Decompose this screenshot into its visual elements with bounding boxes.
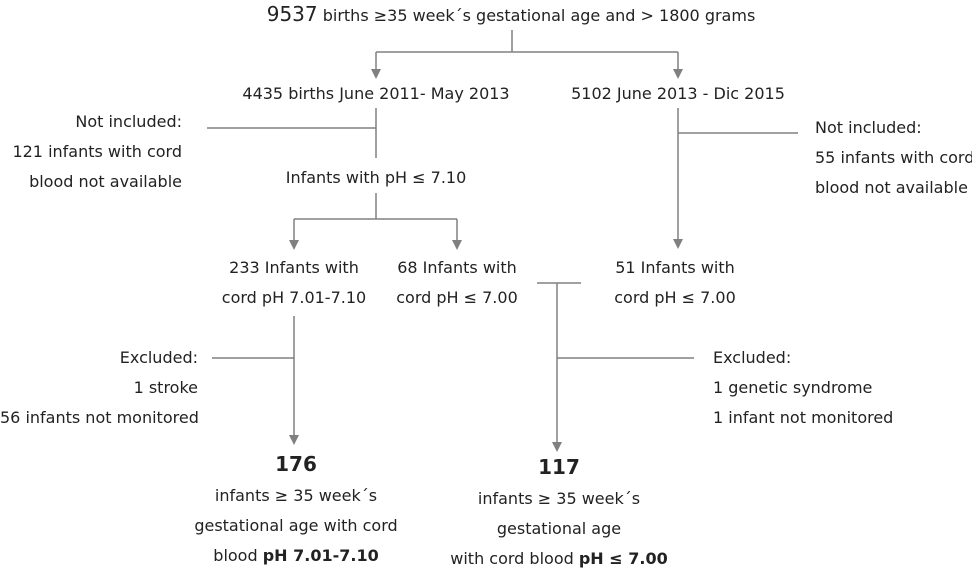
left-filter: Infants with pH ≤ 7.10 xyxy=(285,168,467,187)
result-left-line-3: blood pH 7.01-7.10 xyxy=(184,541,408,571)
result-right-line-2: gestational age xyxy=(496,519,622,538)
result-left: 176 infants ≥ 35 week´s gestational age … xyxy=(184,447,408,571)
right-not-included-heading: Not included: xyxy=(815,118,922,137)
right-excluded-heading: Excluded: xyxy=(713,348,792,367)
left-excluded-line-2: 56 infants not monitored xyxy=(0,408,199,427)
left-branch-title: 4435 births June 2011- May 2013 xyxy=(242,84,510,103)
result-left-line-3-text: blood xyxy=(213,546,263,565)
right-not-included-line-2: blood not available xyxy=(815,178,968,197)
group-a-line-2: cord pH 7.01-7.10 xyxy=(221,288,367,307)
result-left-line-1: infants ≥ 35 week´s xyxy=(214,486,378,505)
result-right: 117 infants ≥ 35 week´s gestational age … xyxy=(447,450,671,574)
result-right-line-3: with cord blood pH ≤ 7.00 xyxy=(447,544,671,574)
left-not-included-heading: Not included: xyxy=(75,112,182,131)
right-branch-title: 5102 June 2013 - Dic 2015 xyxy=(571,84,785,103)
group-a: 233 Infants with cord pH 7.01-7.10 xyxy=(209,253,379,313)
right-excluded-line-2: 1 infant not monitored xyxy=(713,408,894,427)
flow-connectors xyxy=(207,30,798,452)
left-excluded-heading: Excluded: xyxy=(119,348,198,367)
result-right-line-3-text: with cord blood xyxy=(450,549,579,568)
result-left-count: 176 xyxy=(275,452,317,476)
right-group-line-1: 51 Infants with xyxy=(615,258,735,277)
top-count: 9537 xyxy=(266,2,318,26)
left-excluded-line-1: 1 stroke xyxy=(133,378,198,397)
right-not-included-line-1: 55 infants with cord xyxy=(815,148,972,167)
result-left-line-2: gestational age with cord xyxy=(194,516,398,535)
top-label: births ≥35 week´s gestational age and > … xyxy=(322,6,756,25)
group-a-line-1: 233 Infants with xyxy=(229,258,359,277)
result-left-emphasis: pH 7.01-7.10 xyxy=(262,546,379,565)
left-not-included: Not included: 121 infants with cord bloo… xyxy=(2,107,182,197)
right-excluded-line-1: 1 genetic syndrome xyxy=(713,378,873,397)
right-not-included: Not included: 55 infants with cord blood… xyxy=(815,113,972,203)
group-b-line-2: cord pH ≤ 7.00 xyxy=(396,288,518,307)
result-right-emphasis: pH ≤ 7.00 xyxy=(578,549,668,568)
left-not-included-line-2: blood not available xyxy=(29,172,182,191)
top-node: 9537 births ≥35 week´s gestational age a… xyxy=(186,0,836,30)
result-right-count: 117 xyxy=(538,455,580,479)
group-b: 68 Infants with cord pH ≤ 7.00 xyxy=(382,253,532,313)
right-group-line-2: cord pH ≤ 7.00 xyxy=(614,288,736,307)
group-b-line-1: 68 Infants with xyxy=(397,258,517,277)
right-group: 51 Infants with cord pH ≤ 7.00 xyxy=(600,253,750,313)
left-not-included-line-1: 121 infants with cord xyxy=(12,142,182,161)
right-excluded: Excluded: 1 genetic syndrome 1 infant no… xyxy=(713,343,963,433)
result-right-line-1: infants ≥ 35 week´s xyxy=(477,489,641,508)
left-excluded: Excluded: 1 stroke 56 infants not monito… xyxy=(0,343,199,433)
